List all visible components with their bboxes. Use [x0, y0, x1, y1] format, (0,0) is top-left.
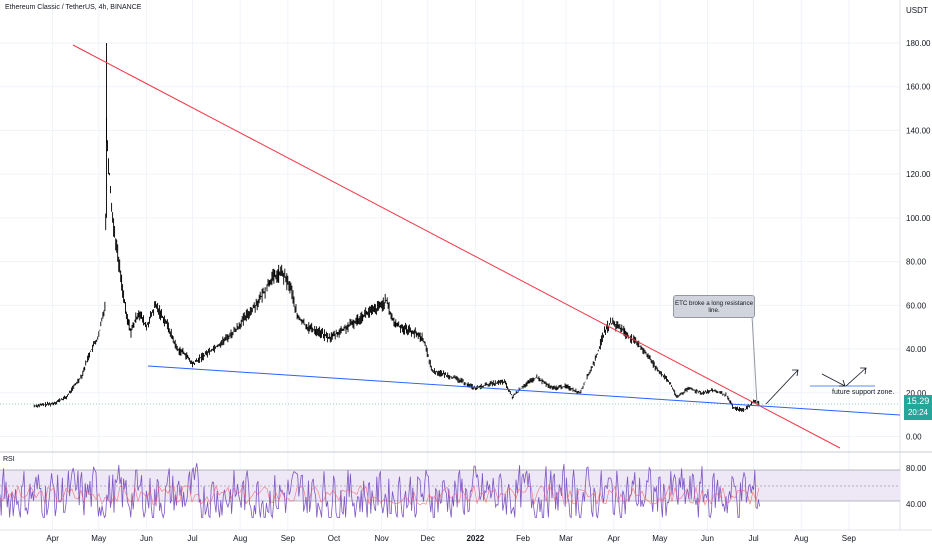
price-tick-label: 120.00 [906, 170, 931, 179]
price-tick-label: 60.00 [906, 301, 927, 310]
forecast-arrows[interactable] [765, 367, 867, 405]
price-axis[interactable]: 0.00 20.00 40.00 60.00 80.00 100.00 120.00 140.… [906, 39, 931, 442]
time-tick-label: Jun [140, 534, 153, 543]
time-tick-label: Jul [748, 534, 758, 543]
price-gridlines [0, 42, 900, 437]
time-tick-label: Jul [187, 534, 197, 543]
time-tick-label: Sep [281, 534, 296, 543]
time-tick-label: 2022 [466, 534, 484, 543]
time-tick-label: Aug [794, 534, 808, 543]
currency-unit: USDT [906, 6, 928, 15]
bar-countdown: 20:24 [907, 408, 929, 417]
time-tick-label: Feb [516, 534, 530, 543]
arrow-up-2 [845, 367, 867, 387]
time-axis[interactable]: Apr May Jun Jul Aug Sep Oct Nov Dec 2022 Feb Mar Apr… [46, 534, 856, 543]
time-tick-label: Dec [421, 534, 435, 543]
current-price-tag: 15.29 20:24 [904, 395, 932, 420]
time-gridlines [52, 0, 850, 530]
arrow-up-1 [765, 369, 799, 405]
price-tick-label: 180.00 [906, 39, 931, 48]
callout-note[interactable]: ETC broke a long resistance line. [673, 295, 755, 318]
price-tick-label: 0.00 [906, 433, 922, 442]
price-candles [33, 43, 760, 412]
current-price-value: 15.29 [906, 396, 930, 406]
rsi-tick-label: 80.00 [906, 464, 927, 473]
time-tick-label: Aug [233, 534, 247, 543]
price-tick-label: 100.00 [906, 214, 931, 223]
price-tick-label: 160.00 [906, 83, 931, 92]
rsi-series [0, 463, 760, 519]
rsi-label[interactable]: RSI [3, 456, 15, 463]
rsi-line [0, 463, 760, 519]
arrow-down [821, 373, 846, 387]
time-tick-label: Apr [46, 534, 59, 543]
time-tick-label: Mar [559, 534, 573, 543]
time-tick-label: May [91, 534, 106, 543]
time-tick-label: Sep [842, 534, 857, 543]
price-tick-label: 20.00 [906, 389, 927, 398]
time-tick-label: Nov [374, 534, 388, 543]
time-tick-label: Jun [701, 534, 714, 543]
price-candle-wicks [33, 117, 760, 412]
callout-pointer [751, 315, 758, 405]
support-zone-label[interactable]: future support zone. [832, 389, 895, 396]
rsi-tick-label: 40.00 [906, 500, 927, 509]
resistance-trendline[interactable] [72, 44, 841, 449]
support-trendline[interactable] [147, 365, 901, 416]
price-tick-label: 80.00 [906, 258, 927, 267]
rsi-smoothing-line [0, 484, 760, 506]
chart-title: Ethereum Classic / TetherUS, 4h, BINANCE [5, 4, 142, 11]
time-tick-label: May [652, 534, 667, 543]
time-tick-label: Apr [607, 534, 620, 543]
rsi-axis[interactable]: 40.00 80.00 [906, 464, 927, 509]
price-tick-label: 140.00 [906, 126, 931, 135]
price-tick-label: 40.00 [906, 345, 927, 354]
time-tick-label: Oct [328, 534, 341, 543]
